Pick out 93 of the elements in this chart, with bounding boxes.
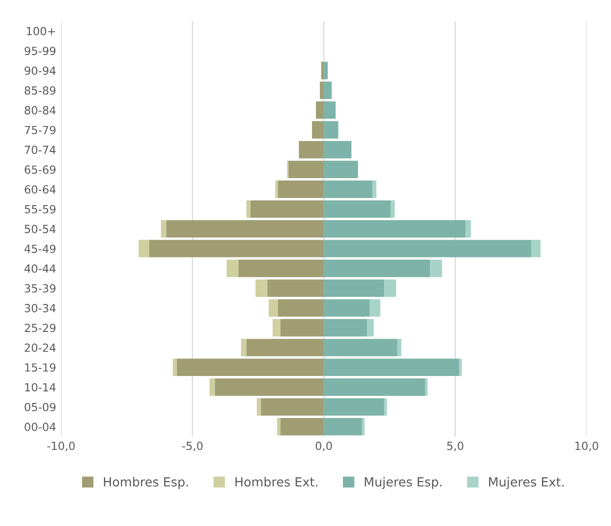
bar (324, 358, 460, 376)
x-tick-label: -10,0 (47, 442, 75, 452)
bar (267, 279, 324, 297)
y-tick-label: 10-14 (25, 383, 56, 392)
bar (324, 160, 358, 178)
bar (246, 200, 250, 218)
bar (160, 220, 166, 238)
bar (278, 299, 324, 317)
y-tick-label: 20-24 (24, 344, 56, 352)
bar (176, 358, 324, 376)
y-tick-label: 50-54 (24, 224, 56, 234)
x-tick-label: -5,0 (182, 442, 203, 452)
bar (275, 180, 278, 198)
bar (531, 240, 541, 258)
bar (320, 82, 324, 100)
bar (324, 338, 398, 356)
x-tick-label: 5,0 (447, 442, 464, 452)
bar (226, 260, 238, 278)
bar (430, 260, 442, 278)
y-tick-label: 100+ (26, 26, 56, 36)
bar (277, 418, 280, 436)
bar (324, 180, 372, 198)
legend-label: Mujeres Ext. (489, 476, 564, 490)
y-tick-label: 70-74 (24, 146, 56, 154)
bar (324, 260, 430, 278)
bar (238, 260, 324, 278)
x-tick-label: 0,0 (316, 442, 332, 452)
legend-label: Hombres Ext. (235, 476, 318, 487)
bar (390, 200, 395, 218)
bar (256, 279, 268, 297)
y-tick-label: 80-84 (24, 106, 56, 114)
bar (149, 240, 324, 258)
bar (362, 418, 365, 436)
bar (321, 62, 324, 80)
bar (324, 62, 328, 80)
bar (312, 121, 324, 139)
y-tick-label: 75-79 (24, 126, 56, 134)
bar (324, 82, 332, 100)
bar (367, 319, 374, 336)
bar (298, 140, 324, 158)
y-tick-label: 35-39 (24, 284, 56, 293)
bar (384, 279, 396, 297)
bar (324, 418, 362, 436)
bar (397, 338, 402, 356)
bar (272, 319, 280, 336)
bar (288, 160, 324, 178)
bar (324, 240, 532, 258)
bar (324, 279, 384, 297)
y-tick-label: 55-59 (24, 204, 56, 214)
bar (166, 220, 324, 238)
bar (324, 220, 466, 238)
bar (372, 180, 376, 198)
bar (260, 398, 324, 416)
legend-label: Hombres Esp. (104, 476, 188, 490)
bar (324, 121, 338, 139)
bar (370, 299, 380, 317)
y-tick-label: 25-29 (24, 324, 56, 332)
bar (324, 378, 425, 396)
y-tick-label: 30-34 (24, 304, 56, 312)
bar (256, 398, 261, 416)
bar (324, 319, 368, 336)
bar (324, 140, 352, 158)
bar (280, 418, 324, 436)
bar (459, 358, 462, 376)
y-tick-label: 85-89 (24, 86, 56, 95)
x-tick-label: 10,0 (575, 442, 598, 452)
bar (424, 378, 428, 396)
y-tick-label: 00-04 (24, 422, 56, 432)
bar (278, 180, 324, 198)
bar (138, 240, 150, 258)
y-tick-label: 15-19 (25, 363, 56, 372)
y-tick-label: 60-64 (24, 185, 56, 194)
legend-label: Mujeres Esp. (364, 476, 442, 490)
bar (316, 101, 324, 119)
bar (324, 398, 384, 416)
bar (466, 220, 471, 238)
bar (324, 200, 391, 218)
bar (324, 299, 370, 317)
y-tick-label: 95-99 (24, 46, 56, 56)
bar (268, 299, 278, 317)
bar (280, 319, 324, 336)
bar (246, 338, 324, 356)
y-tick-label: 90-94 (24, 66, 56, 75)
bar (210, 378, 215, 396)
y-tick-label: 40-44 (24, 264, 56, 273)
bar (250, 200, 324, 218)
bar (324, 101, 336, 119)
bar (241, 338, 246, 356)
bar (384, 398, 387, 416)
y-tick-label: 65-69 (24, 165, 56, 174)
bar (214, 378, 324, 396)
y-tick-label: 05-09 (24, 402, 56, 412)
y-tick-label: 45-49 (24, 244, 56, 253)
